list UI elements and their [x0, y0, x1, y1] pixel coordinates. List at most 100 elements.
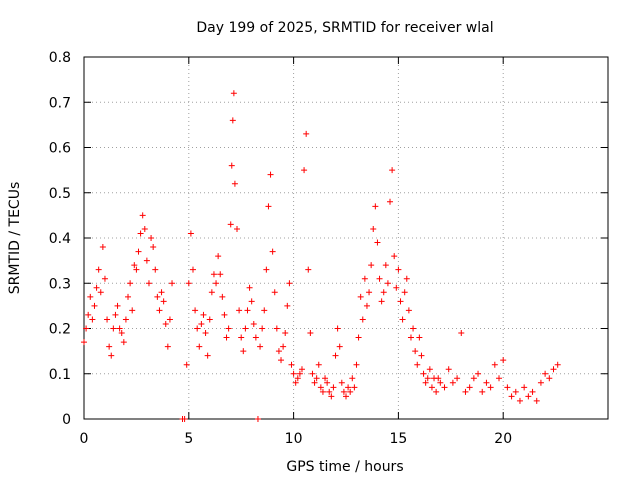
data-point: [99, 244, 106, 251]
data-point: [313, 375, 320, 382]
data-point: [137, 230, 144, 237]
data-point: [254, 416, 261, 422]
data-point: [445, 366, 452, 373]
y-tick-label: 0.3: [49, 276, 71, 292]
data-point: [546, 375, 553, 382]
data-point: [403, 275, 410, 282]
data-point: [466, 384, 473, 391]
data-point: [118, 330, 125, 337]
data-point: [194, 325, 201, 332]
data-point: [315, 361, 322, 368]
data-point: [343, 393, 349, 400]
data-point: [401, 289, 408, 296]
data-point: [244, 307, 251, 314]
data-point: [156, 307, 163, 314]
data-point: [122, 316, 129, 323]
data-point: [326, 388, 333, 395]
data-point: [387, 198, 394, 205]
data-point: [428, 384, 435, 391]
data-point: [143, 257, 150, 264]
data-point: [280, 343, 287, 350]
data-point: [319, 388, 326, 395]
data-point: [200, 311, 207, 318]
data-point: [160, 298, 167, 305]
data-point: [158, 289, 165, 296]
data-point: [349, 375, 356, 382]
data-point: [219, 293, 226, 300]
data-point: [378, 298, 385, 305]
data-point: [340, 388, 347, 395]
data-point: [363, 302, 370, 309]
data-point: [263, 266, 270, 273]
data-point: [228, 162, 235, 169]
data-point: [116, 325, 123, 332]
data-point: [288, 361, 295, 368]
data-point: [240, 348, 247, 355]
data-point: [512, 388, 519, 395]
data-point: [357, 293, 364, 300]
data-point: [250, 320, 257, 327]
data-point: [127, 280, 134, 287]
data-point: [437, 379, 444, 386]
data-point: [206, 316, 213, 323]
data-point: [148, 235, 155, 241]
data-point: [257, 343, 264, 350]
data-point: [483, 379, 490, 386]
data-point: [397, 298, 404, 305]
data-point: [399, 316, 406, 323]
data-point: [269, 248, 276, 255]
data-point: [248, 298, 255, 305]
data-point: [139, 212, 146, 219]
y-tick-label: 0: [62, 412, 71, 428]
data-point: [169, 280, 176, 287]
data-point: [278, 357, 285, 364]
data-point: [542, 370, 549, 377]
data-point: [370, 225, 377, 232]
data-point: [479, 388, 486, 395]
x-tick-label: 20: [494, 431, 512, 447]
data-point: [449, 379, 456, 386]
data-point: [529, 388, 536, 395]
data-point: [187, 230, 194, 237]
data-point: [426, 366, 433, 373]
data-point: [104, 316, 111, 323]
data-point: [366, 289, 373, 296]
data-point: [110, 325, 117, 332]
data-point: [298, 366, 305, 373]
data-point: [145, 280, 152, 287]
data-point: [294, 375, 301, 382]
data-point: [296, 370, 303, 377]
data-point: [309, 370, 316, 377]
data-point: [284, 302, 291, 309]
data-point: [154, 293, 161, 300]
data-point: [259, 325, 266, 332]
data-point: [202, 330, 209, 337]
data-point: [351, 384, 358, 391]
data-point: [336, 343, 343, 350]
data-point: [265, 203, 272, 210]
y-tick-label: 0.4: [49, 231, 71, 247]
data-point: [525, 393, 532, 400]
data-point: [196, 343, 203, 350]
data-point: [391, 253, 398, 260]
data-point: [225, 325, 232, 332]
data-point: [361, 275, 368, 282]
y-tick-label: 0.5: [49, 186, 71, 202]
data-point: [261, 307, 268, 314]
data-point: [516, 397, 523, 404]
data-point: [198, 320, 205, 327]
data-point: [125, 293, 132, 300]
data-point: [185, 280, 192, 287]
data-point: [338, 379, 345, 386]
data-point: [213, 280, 220, 287]
data-point: [374, 239, 381, 246]
data-point: [120, 339, 127, 346]
data-point: [353, 361, 360, 368]
data-point: [183, 361, 190, 368]
data-point: [504, 384, 511, 391]
data-point: [210, 271, 217, 278]
data-point: [204, 352, 211, 359]
data-point: [215, 253, 222, 260]
data-point: [150, 244, 157, 251]
